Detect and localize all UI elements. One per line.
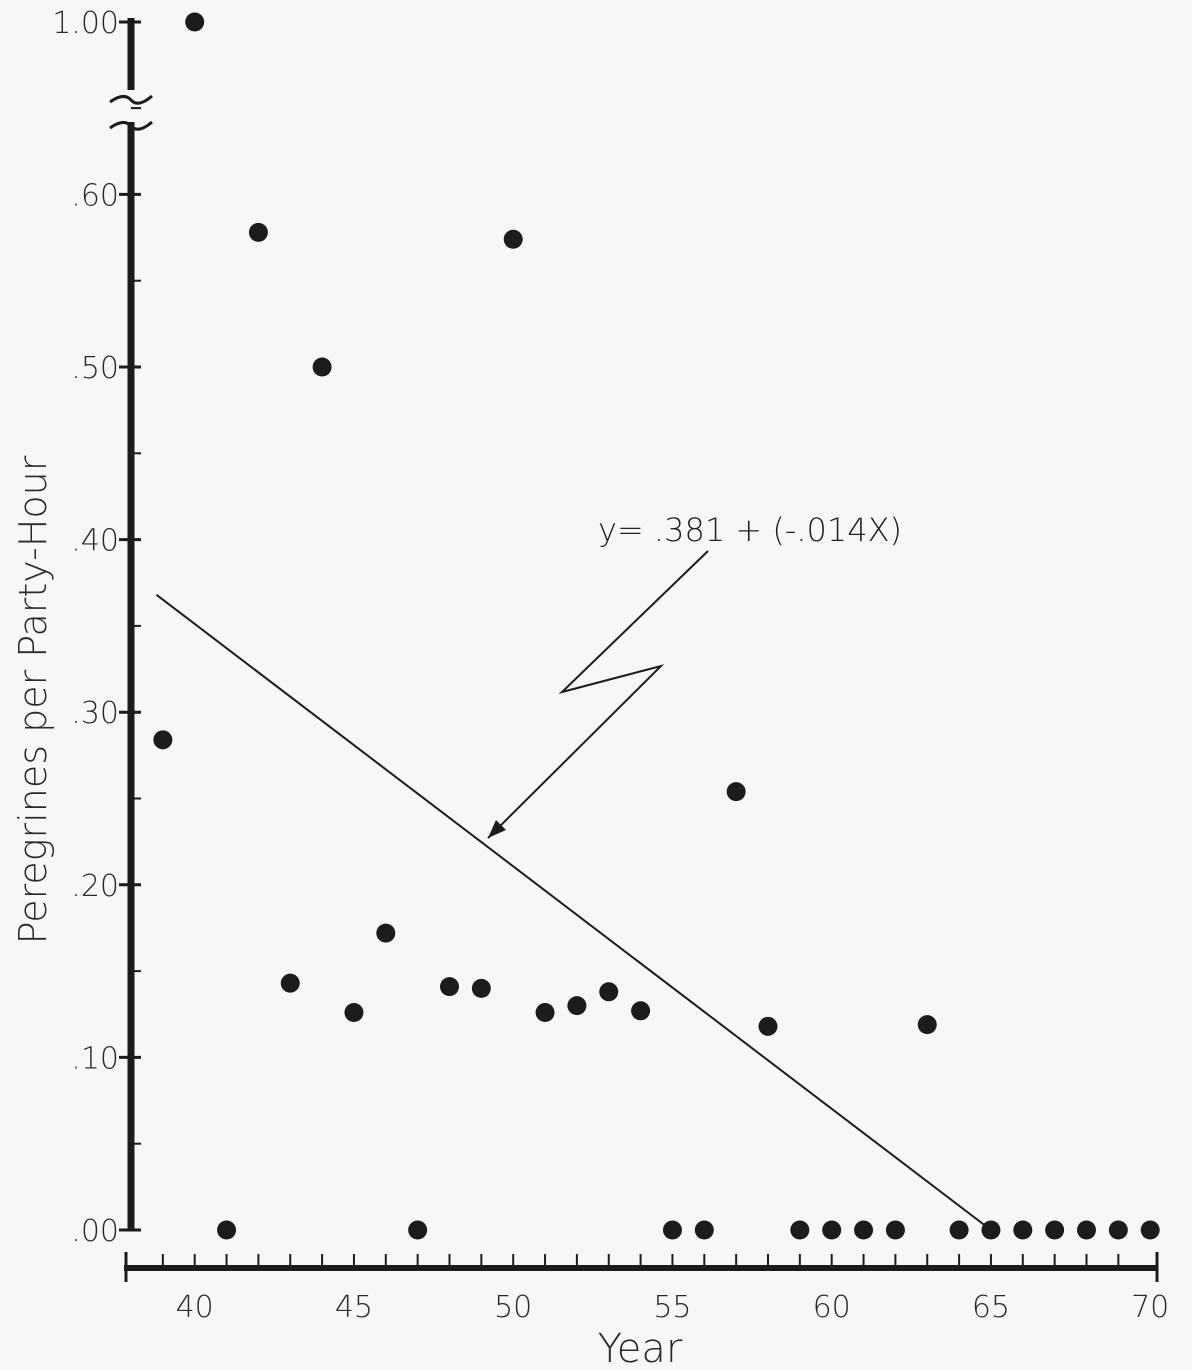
data-point: [885, 1220, 905, 1240]
data-point: [790, 1220, 810, 1240]
data-point: [567, 996, 587, 1016]
data-point: [1108, 1220, 1128, 1240]
axis-break-mark-upper: [109, 94, 153, 105]
data-point: [344, 1003, 364, 1023]
x-tick-label: 45: [335, 1290, 373, 1325]
data-point: [408, 1220, 428, 1240]
data-point: [248, 222, 268, 242]
data-points-group: [153, 12, 1160, 1240]
ticks-group: [119, 20, 1120, 1268]
data-point: [1045, 1220, 1065, 1240]
y-tick-label: .40: [71, 524, 119, 559]
data-point: [153, 730, 173, 750]
axes-group: [109, 18, 1159, 1282]
data-point: [217, 1220, 237, 1240]
x-tick-label: 70: [1131, 1290, 1169, 1325]
data-point: [503, 229, 523, 249]
data-point: [662, 1220, 682, 1240]
annotation-arrow: [487, 550, 709, 839]
data-point: [1077, 1220, 1096, 1240]
data-point: [471, 978, 491, 998]
data-point: [758, 1016, 778, 1036]
data-point: [185, 12, 205, 32]
data-point: [599, 982, 619, 1002]
data-point: [280, 973, 300, 993]
data-point: [1013, 1220, 1033, 1240]
y-tick-label: .00: [71, 1214, 119, 1249]
data-point: [854, 1220, 874, 1240]
data-point: [981, 1220, 1001, 1240]
annotation-arrow-shaft: [487, 550, 709, 839]
axis-break-mark-lower: [109, 120, 153, 131]
data-point: [440, 977, 459, 997]
x-tick-label: 50: [494, 1290, 532, 1325]
y-tick-label: .10: [71, 1041, 119, 1076]
x-tick-label: 55: [653, 1290, 691, 1325]
data-point: [535, 1003, 555, 1023]
x-axis-title: Year: [598, 1326, 683, 1370]
regression-line: [155, 594, 992, 1231]
y-tick-label: .20: [71, 869, 119, 904]
data-point: [694, 1220, 714, 1240]
tick-labels-group: .00 .10 .20 .30 .40 .50 .60 1.00 40 45 50 55 60 65 70: [52, 6, 1169, 1325]
y-tick-label: 1.00: [52, 6, 119, 41]
y-axis-title: Peregrines per Party-Hour: [11, 455, 55, 944]
x-tick-label: 40: [176, 1290, 214, 1325]
data-point: [376, 923, 396, 943]
data-point: [1140, 1220, 1160, 1240]
data-point: [917, 1015, 937, 1035]
x-tick-label: 60: [813, 1290, 851, 1325]
y-tick-label: .50: [71, 351, 119, 386]
annotation-arrow-head: [488, 820, 506, 838]
data-point: [312, 357, 332, 377]
data-point: [949, 1220, 969, 1240]
y-tick-label: .60: [71, 178, 119, 213]
data-point: [822, 1220, 842, 1240]
x-tick-label: 65: [972, 1290, 1010, 1325]
data-point: [631, 1001, 651, 1021]
regression-equation-label: y= .381 + (-.014X): [598, 511, 902, 549]
data-point: [726, 782, 746, 802]
y-tick-label: .30: [71, 696, 119, 731]
